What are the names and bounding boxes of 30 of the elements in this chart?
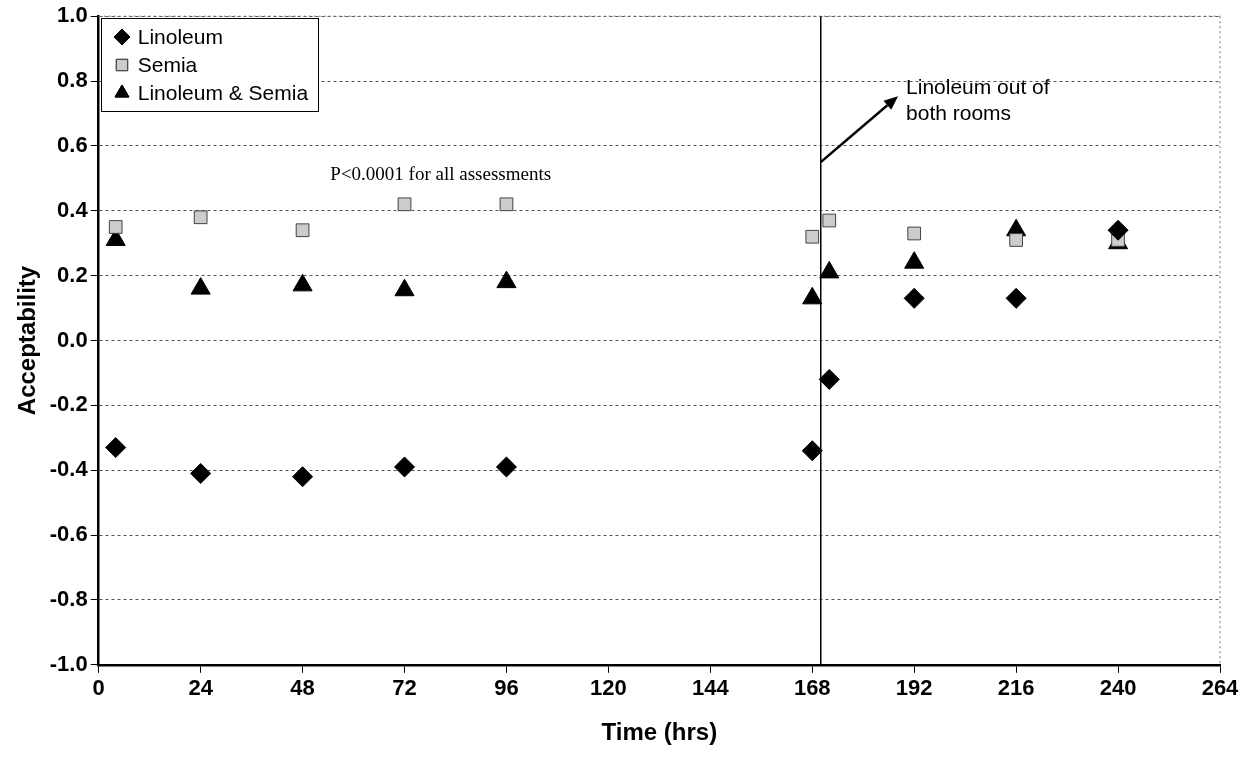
- annotation: P<0.0001 for all assessments: [330, 163, 552, 185]
- y-tick-label: 1.0: [57, 2, 88, 28]
- x-tick-label: 72: [392, 675, 417, 701]
- y-tick-label: -0.6: [49, 521, 88, 547]
- y-tick-label: 0.6: [57, 131, 88, 157]
- y-tick-label: 0.4: [57, 196, 89, 222]
- x-tick-label: 144: [691, 675, 730, 701]
- x-tick-label: 96: [494, 675, 519, 701]
- x-tick-label: 240: [1099, 675, 1137, 701]
- legend-label: Semia: [137, 52, 198, 79]
- x-axis-title: Time (hrs): [601, 718, 718, 746]
- y-tick-label: -0.8: [49, 586, 88, 611]
- legend-label: Linoleum: [137, 24, 223, 51]
- x-tick-label: 264: [1201, 675, 1240, 701]
- legend-label: Linoleum & Semia: [137, 80, 309, 107]
- x-tick-label: 120: [590, 675, 627, 701]
- y-axis-title: Acceptability: [13, 265, 41, 416]
- y-tick-label: 0.8: [57, 67, 88, 93]
- x-tick-label: 0: [92, 675, 105, 701]
- annotation: Linoleum out of both rooms: [906, 75, 1050, 125]
- x-tick-label: 48: [290, 675, 315, 701]
- y-tick-label: -1.0: [49, 650, 88, 676]
- x-tick-label: 24: [188, 675, 214, 701]
- y-tick-label: -0.2: [49, 391, 88, 417]
- y-tick-label: 0.2: [57, 261, 88, 287]
- y-tick-label: 0.0: [57, 326, 88, 352]
- x-tick-label: 168: [793, 675, 831, 701]
- x-tick-label: 216: [997, 675, 1035, 701]
- y-tick-label: -0.4: [49, 456, 89, 482]
- x-tick-label: 192: [895, 675, 933, 701]
